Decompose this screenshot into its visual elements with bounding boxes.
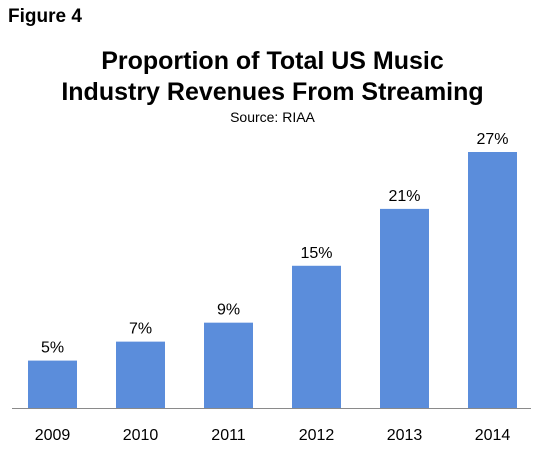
bar-2013 bbox=[380, 208, 429, 408]
value-label-2010: 7% bbox=[129, 321, 152, 338]
value-labels: 5% 7% 9% 15% 21% 27% bbox=[41, 131, 509, 357]
x-tick-label-2009: 2009 bbox=[35, 427, 71, 444]
chart-title-line-2: Industry Revenues From Streaming bbox=[61, 78, 484, 106]
bar-2014 bbox=[468, 152, 517, 408]
x-tick-labels: 2009 2010 2011 2012 2013 2014 bbox=[35, 427, 511, 444]
value-label-2013: 21% bbox=[388, 188, 420, 205]
bar-2010 bbox=[116, 341, 165, 408]
chart-title: Proportion of Total US Music Industry Re… bbox=[0, 46, 545, 108]
bar-2011 bbox=[204, 322, 253, 408]
x-tick-label-2010: 2010 bbox=[123, 427, 159, 444]
value-label-2014: 27% bbox=[476, 131, 508, 148]
bars-group bbox=[28, 152, 517, 408]
chart-source: Source: RIAA bbox=[230, 109, 315, 125]
value-label-2011: 9% bbox=[217, 302, 240, 319]
x-tick-label-2014: 2014 bbox=[475, 427, 511, 444]
figure-label: Figure 4 bbox=[8, 6, 82, 27]
value-label-2009: 5% bbox=[41, 340, 64, 357]
value-label-2012: 15% bbox=[300, 245, 332, 262]
x-tick-label-2012: 2012 bbox=[299, 427, 335, 444]
bar-2012 bbox=[292, 265, 341, 408]
x-tick-label-2013: 2013 bbox=[387, 427, 423, 444]
chart-title-line-1: Proportion of Total US Music bbox=[101, 47, 444, 75]
x-tick-label-2011: 2011 bbox=[211, 427, 246, 444]
bar-2009 bbox=[28, 360, 77, 408]
